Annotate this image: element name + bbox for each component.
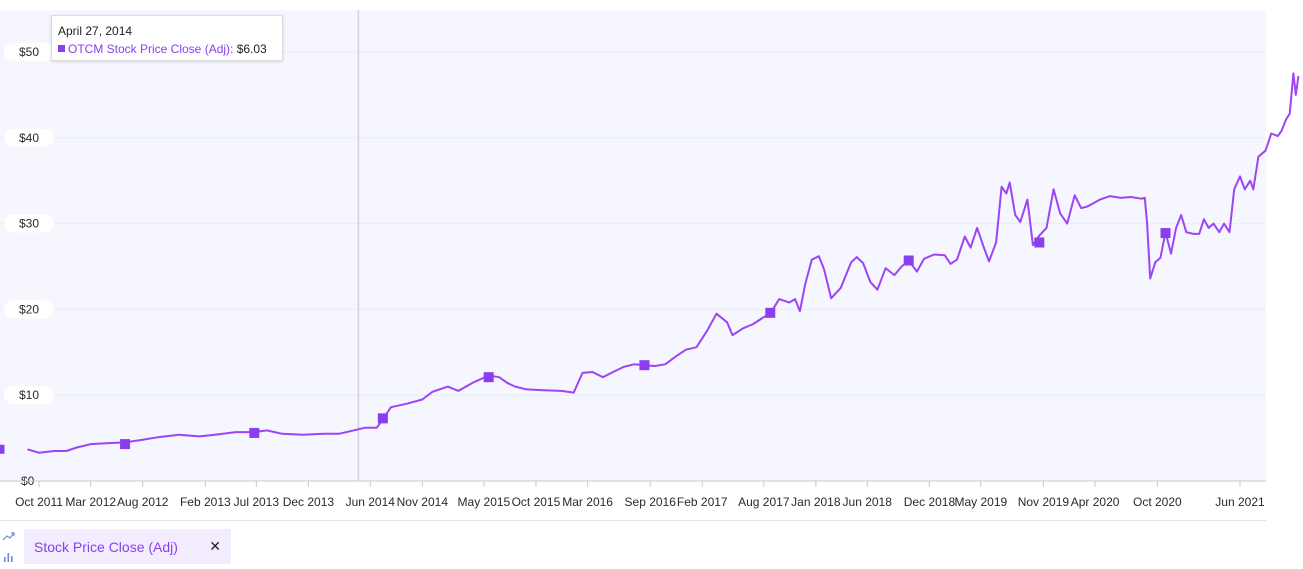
y-tick-pill: [4, 214, 54, 233]
data-marker[interactable]: [0, 444, 5, 454]
x-tick-label: Dec 2018: [904, 495, 956, 509]
tooltip-separator: :: [230, 42, 237, 56]
y-tick-pill: [4, 386, 54, 405]
data-marker[interactable]: [639, 360, 650, 371]
tooltip-row: OTCM Stock Price Close (Adj): $6.03: [58, 42, 276, 56]
tooltip-series-label: OTCM Stock Price Close (Adj): [68, 42, 231, 56]
series-line[interactable]: [27, 72, 1300, 454]
chart: $0$10$20$30$40$50 Oct 2011 Mar 2012 Aug 20…: [0, 10, 1300, 509]
x-tick-label: Apr 2020: [1071, 495, 1120, 509]
x-tick-label: Aug 2012: [117, 495, 169, 509]
data-marker[interactable]: [120, 439, 131, 450]
series-markers: [0, 228, 1171, 454]
y-tick-label: $10: [19, 388, 39, 402]
x-tick-label: Nov 2019: [1018, 495, 1070, 509]
data-marker[interactable]: [377, 413, 388, 424]
tooltip-date: April 27, 2014: [58, 24, 133, 38]
x-tick-label: Jun 2018: [843, 495, 893, 509]
x-tick-label: Jun 2021: [1215, 495, 1265, 509]
y-tick-label: $30: [19, 217, 39, 231]
plot-area: [0, 10, 1266, 481]
y-tick-pill: [4, 300, 54, 319]
x-tick-label: Aug 2017: [738, 495, 790, 509]
x-tick-label: Feb 2013: [180, 495, 231, 509]
x-tick-label: Mar 2016: [562, 495, 613, 509]
data-marker[interactable]: [1034, 237, 1045, 248]
x-tick-label: Oct 2011: [15, 495, 63, 509]
line-chart-icon[interactable]: [2, 532, 15, 541]
x-tick-label: Jun 2014: [346, 495, 396, 509]
y-tick-label: $50: [19, 45, 39, 59]
data-marker[interactable]: [765, 307, 776, 318]
data-marker[interactable]: [903, 255, 914, 266]
x-axis: Oct 2011 Mar 2012 Aug 2012 Feb 2013 Jul 2013…: [0, 480, 1266, 509]
legend-bar: Stock Price Close (Adj) ✕: [0, 520, 1266, 564]
y-tick-pill: [4, 43, 54, 61]
y-axis: $0$10$20$30$40$50: [4, 43, 54, 488]
x-tick-label: Feb 2017: [677, 495, 728, 509]
legend-chip-label: Stock Price Close (Adj): [34, 538, 178, 555]
close-icon[interactable]: ✕: [209, 538, 221, 554]
hover-tooltip: April 27, 2014 OTCM Stock Price Close (A…: [51, 15, 283, 61]
y-tick-pill: [4, 128, 54, 147]
series-swatch-icon: [58, 45, 65, 52]
x-tick-label: Jan 2018: [791, 495, 841, 509]
x-tick-label: Mar 2012: [65, 495, 116, 509]
x-tick-label: Oct 2015: [512, 495, 561, 509]
legend-chip-stock-price[interactable]: Stock Price Close (Adj) ✕: [24, 529, 231, 564]
x-tick-label: Oct 2020: [1133, 495, 1182, 509]
x-tick-label: Sep 2016: [625, 495, 677, 509]
x-tick-label: Nov 2014: [397, 495, 449, 509]
data-marker[interactable]: [1160, 228, 1171, 239]
y-tick-label: $40: [19, 131, 39, 145]
data-marker[interactable]: [249, 427, 260, 438]
tooltip-value: $6.03: [236, 42, 267, 56]
x-tick-label: Jul 2013: [234, 495, 280, 509]
data-marker[interactable]: [483, 372, 494, 383]
bar-chart-icon[interactable]: [4, 553, 13, 562]
x-tick-label: May 2015: [458, 495, 511, 509]
chart-type-switcher: [0, 521, 18, 564]
x-tick-label: May 2019: [954, 495, 1007, 509]
y-tick-label: $20: [19, 302, 39, 316]
x-tick-label: Dec 2013: [283, 495, 335, 509]
